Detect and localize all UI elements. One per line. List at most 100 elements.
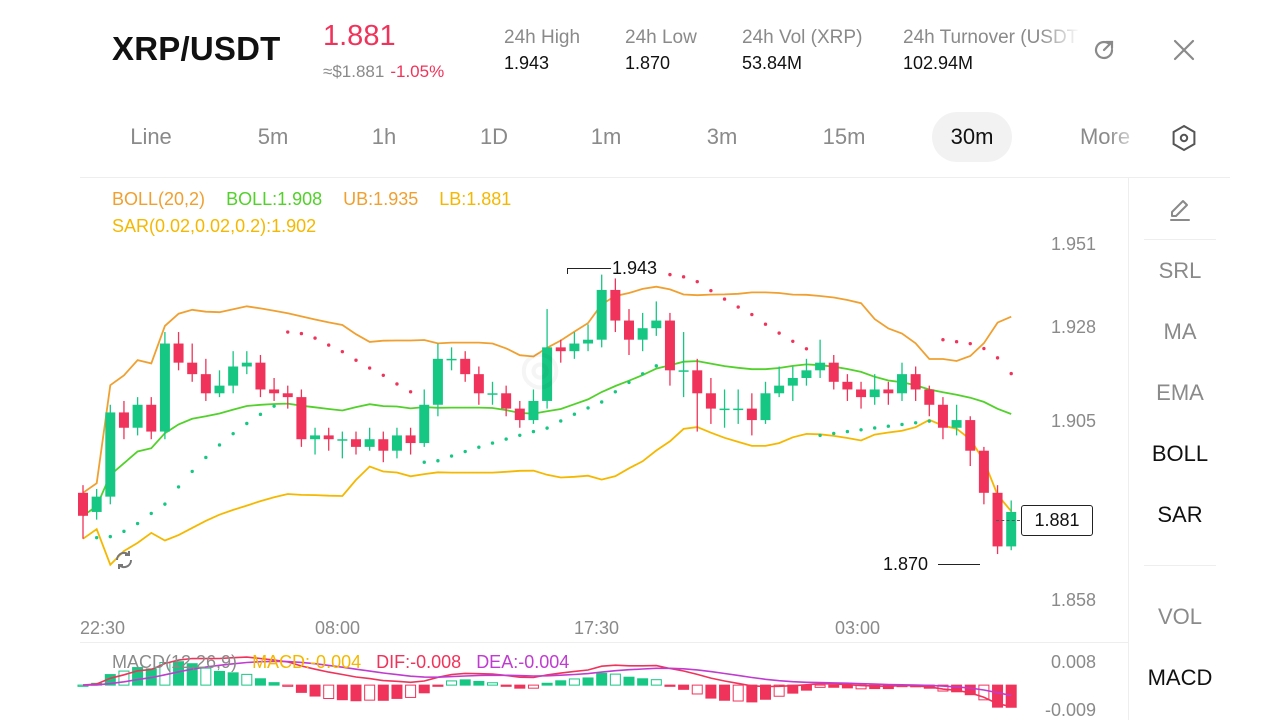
sar-dot bbox=[586, 406, 590, 410]
candle-body bbox=[1006, 511, 1017, 547]
reset-view-icon[interactable] bbox=[106, 544, 142, 576]
indicator-srl[interactable]: SRL bbox=[1158, 258, 1202, 283]
macd-histogram-bar bbox=[637, 678, 649, 686]
candle-body bbox=[132, 404, 143, 428]
macd-histogram-bar bbox=[951, 684, 963, 693]
indicator-ma[interactable]: MA bbox=[1163, 319, 1197, 344]
sar-dot bbox=[654, 364, 658, 368]
macd-histogram-bar bbox=[582, 677, 594, 686]
candle-body bbox=[678, 370, 689, 372]
candle-body bbox=[446, 358, 457, 361]
sar-dot bbox=[804, 347, 809, 351]
stat-label: 24h Turnover (USDT) bbox=[903, 27, 1079, 48]
candle-body bbox=[692, 370, 703, 394]
macd-label: MACD(12,26,9) bbox=[112, 652, 238, 672]
macd-histogram-bar bbox=[814, 684, 826, 688]
macd-histogram-bar bbox=[678, 684, 690, 690]
sar-dot bbox=[954, 339, 959, 344]
macd-histogram-bar bbox=[514, 684, 526, 689]
candle-body bbox=[583, 339, 594, 344]
tab-3m[interactable]: 3m bbox=[706, 124, 738, 149]
stat-value: 102.94M bbox=[903, 53, 974, 73]
sar-dot bbox=[613, 390, 618, 394]
candle-body bbox=[828, 362, 839, 382]
tab-line[interactable]: Line bbox=[130, 124, 172, 149]
macd-value: MACD:-0.004 bbox=[252, 652, 362, 672]
candle-body bbox=[351, 439, 361, 447]
sar-dot bbox=[845, 429, 850, 434]
indicator-macd[interactable]: MACD bbox=[1147, 665, 1213, 690]
settings-hexagon-icon[interactable] bbox=[1164, 118, 1204, 158]
tab-15m[interactable]: 15m bbox=[822, 124, 866, 149]
candle-body bbox=[296, 397, 307, 440]
fade-mask bbox=[1108, 112, 1144, 162]
sar-dot bbox=[763, 322, 768, 326]
boll-ub-value: UB:1.935 bbox=[343, 189, 419, 209]
sar-dot bbox=[572, 412, 577, 416]
sar-dot bbox=[367, 366, 372, 370]
sar-legend: SAR(0.02,0.02,0.2):1.902 bbox=[112, 216, 317, 236]
candle-body bbox=[310, 435, 321, 440]
macd-histogram-bar bbox=[691, 684, 703, 695]
macd-histogram-bar bbox=[541, 682, 553, 686]
rotate-icon[interactable] bbox=[1086, 32, 1122, 68]
macd-histogram-bar bbox=[623, 676, 635, 686]
candle-body bbox=[596, 289, 607, 340]
sar-dot bbox=[559, 419, 563, 423]
sar-dot bbox=[736, 305, 740, 309]
indicator-ema[interactable]: EMA bbox=[1156, 380, 1204, 405]
indicator-boll[interactable]: BOLL bbox=[1151, 441, 1209, 466]
sar-dot bbox=[600, 400, 604, 404]
boll-middle-band bbox=[82, 360, 1012, 517]
candle-body bbox=[965, 420, 976, 451]
candle-body bbox=[460, 358, 471, 375]
macd-histogram-bar bbox=[309, 684, 321, 697]
draw-pencil-icon[interactable] bbox=[1162, 192, 1198, 228]
sar-dot bbox=[709, 288, 713, 293]
candle-body bbox=[391, 435, 402, 451]
candle-body bbox=[883, 389, 894, 394]
tab-5m[interactable]: 5m bbox=[257, 124, 289, 149]
candle-body bbox=[842, 381, 853, 390]
indicator-sar[interactable]: SAR bbox=[1157, 502, 1203, 527]
candle-body bbox=[569, 343, 580, 352]
tab-1d[interactable]: 1D bbox=[479, 124, 509, 149]
candle-body bbox=[118, 412, 129, 428]
candle-body bbox=[992, 492, 1003, 547]
candle-body bbox=[282, 393, 293, 398]
tab-1m[interactable]: 1m bbox=[590, 124, 622, 149]
macd-histogram-bar bbox=[254, 678, 266, 686]
candle-body bbox=[323, 435, 334, 440]
macd-histogram-bar bbox=[1005, 684, 1017, 708]
candle-body bbox=[501, 393, 512, 409]
macd-histogram-bar bbox=[500, 684, 512, 687]
macd-histogram-bar bbox=[978, 684, 990, 701]
close-icon[interactable] bbox=[1166, 32, 1202, 68]
tab-30m[interactable]: 30m bbox=[932, 112, 1012, 162]
candle-body bbox=[719, 408, 730, 411]
stat-turnover: 24h Turnover (USDT) 102.94M bbox=[903, 27, 1079, 74]
sar-dot bbox=[408, 390, 413, 394]
sar-dot bbox=[913, 421, 918, 425]
sar-dot bbox=[340, 349, 345, 354]
candle-body bbox=[978, 450, 989, 493]
macd-histogram-bar bbox=[719, 684, 731, 701]
macd-histogram-bar bbox=[555, 680, 567, 686]
indicator-vol[interactable]: VOL bbox=[1157, 604, 1203, 629]
macd-histogram-bar bbox=[527, 684, 539, 689]
sar-dot bbox=[354, 358, 358, 362]
sar-dot bbox=[518, 433, 522, 437]
last-price: 1.881 bbox=[323, 20, 396, 52]
candle-chart[interactable] bbox=[0, 0, 1128, 720]
dea-value: DEA:-0.004 bbox=[476, 652, 570, 672]
sar-dot bbox=[886, 424, 891, 428]
sar-dot bbox=[108, 534, 113, 539]
sar-dot bbox=[381, 373, 385, 377]
last-price-tag[interactable]: 1.881 bbox=[1021, 505, 1093, 536]
x-tick: 22:30 bbox=[80, 618, 126, 638]
candle-body bbox=[856, 389, 867, 398]
candle-body bbox=[241, 362, 252, 367]
sar-dot bbox=[722, 297, 727, 301]
macd-histogram-bar bbox=[200, 667, 212, 686]
tab-1h[interactable]: 1h bbox=[371, 124, 397, 149]
